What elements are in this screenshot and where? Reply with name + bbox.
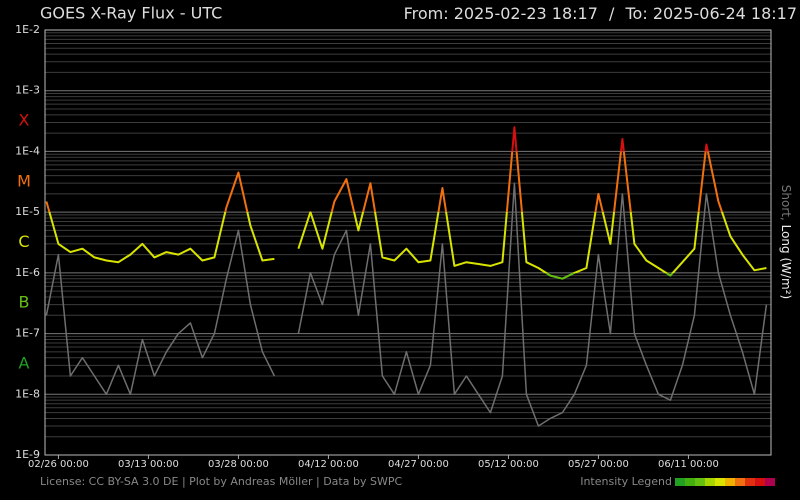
intensity-swatch (695, 478, 705, 486)
chart-title: GOES X-Ray Flux - UTC (40, 4, 222, 23)
class-label: C (18, 232, 29, 251)
plot-area (45, 30, 771, 455)
y-axis-label: Short, Long (W/m²) (780, 185, 794, 300)
y-tick-label: 1E-2 (15, 23, 40, 36)
intensity-swatch (675, 478, 685, 486)
x-tick-label: 02/26 00:00 (28, 459, 89, 470)
y-tick-label: 1E-7 (15, 327, 40, 340)
long-flux-line (45, 126, 767, 280)
range-separator: / (609, 4, 615, 23)
intensity-swatch (715, 478, 725, 486)
footer: License: CC BY-SA 3.0 DE | Plot by Andre… (40, 475, 402, 488)
x-tick-label: 03/28 00:00 (208, 459, 269, 470)
y-tick-label: 1E-9 (15, 448, 40, 461)
short-flux-line (45, 182, 768, 427)
intensity-swatch (735, 478, 745, 486)
to-time: 2025-06-24 18:17 (653, 4, 797, 23)
x-tick-label: 04/27 00:00 (388, 459, 449, 470)
class-label: B (19, 293, 30, 312)
y-tick-label: 1E-6 (15, 266, 40, 279)
intensity-swatch (705, 478, 715, 486)
y-unit: (W/m²) (780, 257, 794, 299)
y-tick-label: 1E-4 (15, 144, 40, 157)
intensity-swatch (755, 478, 765, 486)
x-tick-label: 04/12 00:00 (298, 459, 359, 470)
y-tick-label: 1E-8 (15, 387, 40, 400)
x-tick-label: 05/12 00:00 (478, 459, 539, 470)
class-label: A (19, 353, 30, 372)
to-label: To: (624, 4, 647, 23)
x-tick-label: 05/27 00:00 (568, 459, 629, 470)
x-tick-label: 06/11 00:00 (658, 459, 719, 470)
from-time: 2025-02-23 18:17 (454, 4, 598, 23)
intensity-swatch (725, 478, 735, 486)
x-tick-label: 03/13 00:00 (118, 459, 179, 470)
intensity-swatch (745, 478, 755, 486)
plot-frame (44, 29, 772, 456)
intensity-swatch (685, 478, 695, 486)
y-tick-label: 1E-5 (15, 205, 40, 218)
class-label: X (19, 111, 30, 130)
legend-short: Short (780, 185, 794, 217)
intensity-swatch (765, 478, 775, 486)
from-label: From: (404, 4, 449, 23)
y-tick-label: 1E-3 (15, 84, 40, 97)
legend-separator: , (780, 217, 794, 221)
time-range: From: 2025-02-23 18:17 / To: 2025-06-24 … (404, 4, 797, 23)
intensity-legend-label: Intensity Legend (580, 475, 672, 488)
legend-long: Long (780, 225, 794, 254)
class-label: M (17, 171, 31, 190)
